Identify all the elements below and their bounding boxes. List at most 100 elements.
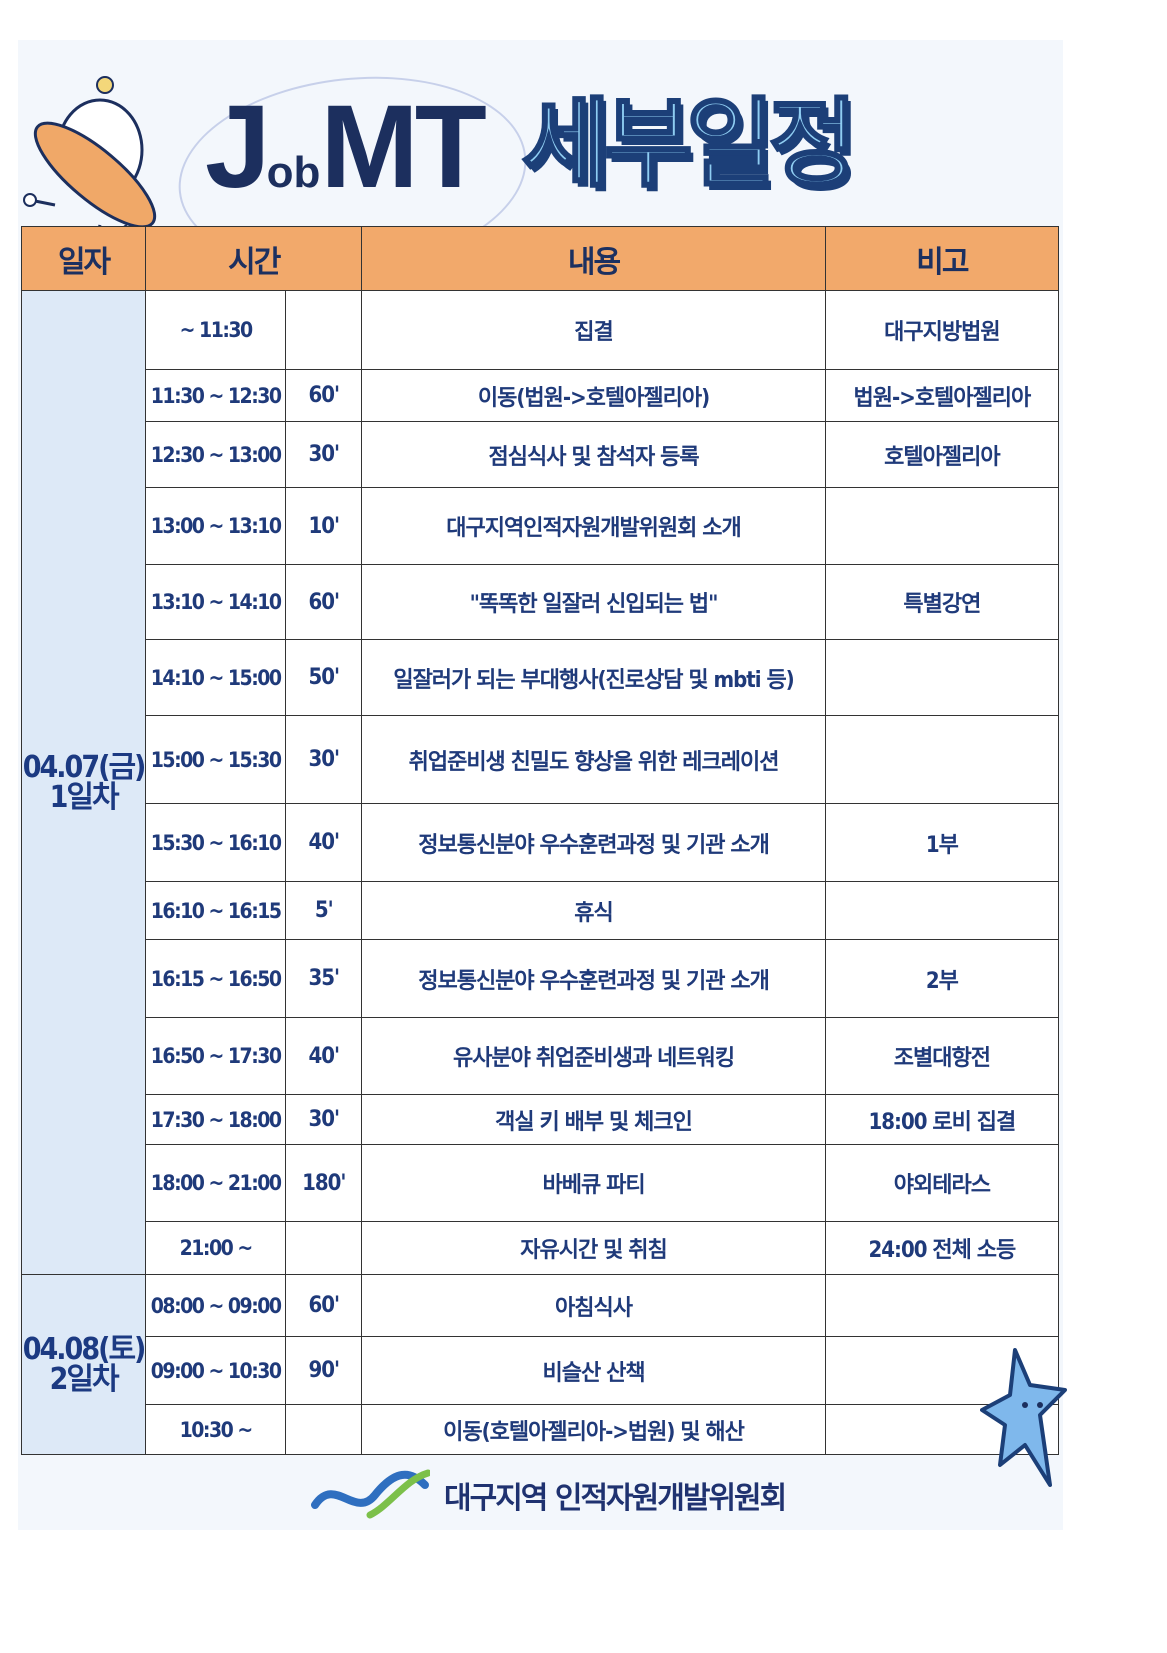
content-cell: 취업준비생 친밀도 향상을 위한 레크레이션 [361, 715, 826, 804]
note-cell: 특별강연 [824, 564, 1060, 640]
title-j: J [205, 81, 271, 213]
day-label: 1일차 [49, 779, 120, 815]
time-cell: 18:00 ~ 21:00 [145, 1144, 287, 1222]
table-row: 15:00 ~ 15:30 30' 취업준비생 친밀도 향상을 위한 레크레이션 [22, 715, 1060, 804]
content-cell: 아침식사 [361, 1274, 826, 1337]
table-row: 04.07(금) 1일차 ~ 11:30 집결 대구지방법원 [20, 290, 1060, 1275]
note-cell: 1부 [824, 803, 1060, 882]
table-row: 16:10 ~ 16:15 5' 휴식 [22, 881, 1060, 940]
date-label: 04.08(토) [22, 1331, 145, 1367]
duration-cell: 40' [285, 803, 363, 882]
time-cell: 12:30 ~ 13:00 [145, 421, 287, 488]
note-cell: 조별대항전 [824, 1017, 1060, 1095]
column-header-time: 시간 [145, 226, 363, 291]
day-label: 2일차 [49, 1361, 120, 1397]
note-cell: 호텔아젤리아 [824, 421, 1060, 488]
table-header-row: 일자 시간 내용 비고 [20, 226, 1060, 291]
table-row: 17:30 ~ 18:00 30' 객실 키 배부 및 체크인 18:00 로비 집결 [22, 1094, 1060, 1145]
duration-cell: 35' [285, 939, 363, 1018]
content-cell: 객실 키 배부 및 체크인 [361, 1094, 826, 1145]
content-cell: 휴식 [361, 881, 826, 940]
content-cell: 비슬산 산책 [361, 1336, 826, 1405]
duration-cell: 30' [285, 715, 363, 804]
content-cell: 자유시간 및 취침 [361, 1221, 826, 1275]
note-cell: 법원->호텔아젤리아 [824, 369, 1060, 422]
table-row: 14:10 ~ 15:00 50' 일잘러가 되는 부대행사(진로상담 및 mbti… [22, 639, 1060, 716]
column-header-content: 내용 [361, 226, 826, 291]
time-cell: 14:10 ~ 15:00 [145, 639, 287, 716]
table-row: 13:10 ~ 14:10 60' "똑똑한 일잘러 신입되는 법" 특별강연 [22, 564, 1060, 640]
content-cell: 이동(법원->호텔아젤리아) [361, 369, 826, 422]
column-header-date: 일자 [20, 226, 147, 291]
column-header-note: 비고 [824, 226, 1060, 291]
content-cell: 대구지역인적자원개발위원회 소개 [361, 487, 826, 565]
time-cell: 16:15 ~ 16:50 [145, 939, 287, 1018]
duration-cell: 60' [285, 1274, 363, 1337]
duration-cell [285, 1221, 363, 1275]
content-cell: 점심식사 및 참석자 등록 [361, 421, 826, 488]
organization-logo-icon [311, 1469, 430, 1519]
note-cell [824, 639, 1060, 716]
footer: 대구지역 인적자원개발위원회 [310, 1460, 787, 1530]
time-cell: 15:00 ~ 15:30 [145, 715, 287, 804]
duration-cell: 180' [285, 1144, 363, 1222]
title-korean: 세부일정 [520, 88, 858, 200]
content-cell: 정보통신분야 우수훈련과정 및 기관 소개 [361, 939, 826, 1018]
table-row: 15:30 ~ 16:10 40' 정보통신분야 우수훈련과정 및 기관 소개 1부 [22, 803, 1060, 882]
content-cell: 일잘러가 되는 부대행사(진로상담 및 mbti 등) [361, 639, 826, 716]
organization-name: 대구지역 인적자원개발위원회 [444, 1481, 787, 1516]
note-cell: 대구지방법원 [824, 290, 1060, 370]
duration-cell [285, 290, 363, 370]
content-cell: 이동(호텔아젤리아->법원) 및 해산 [361, 1404, 826, 1455]
title-mt: MT [320, 81, 486, 213]
note-cell: 2부 [824, 939, 1060, 1018]
time-cell: 13:10 ~ 14:10 [145, 564, 287, 640]
date-label: 04.07(금) [22, 749, 145, 785]
duration-cell: 60' [285, 369, 363, 422]
duration-cell: 60' [285, 564, 363, 640]
time-cell: 17:30 ~ 18:00 [145, 1094, 287, 1145]
table-row: 16:50 ~ 17:30 40' 유사분야 취업준비생과 네트워킹 조별대항전 [22, 1017, 1060, 1095]
star-mascot-icon [980, 1348, 1067, 1487]
note-cell [824, 1274, 1060, 1337]
time-cell: 09:00 ~ 10:30 [145, 1336, 287, 1405]
content-cell: 유사분야 취업준비생과 네트워킹 [361, 1017, 826, 1095]
note-cell: 24:00 전체 소등 [824, 1221, 1060, 1275]
title-jobmt: JobMT [205, 88, 487, 206]
table-row: 10:30 ~ 이동(호텔아젤리아->법원) 및 해산 [22, 1404, 1060, 1455]
duration-cell: 30' [285, 1094, 363, 1145]
note-cell [824, 881, 1060, 940]
time-cell: 15:30 ~ 16:10 [145, 803, 287, 882]
table-row: 21:00 ~ 자유시간 및 취침 24:00 전체 소등 [22, 1221, 1060, 1275]
content-cell: 바베큐 파티 [361, 1144, 826, 1222]
duration-cell: 40' [285, 1017, 363, 1095]
time-cell: 16:10 ~ 16:15 [145, 881, 287, 940]
note-cell [824, 715, 1060, 804]
duration-cell: 50' [285, 639, 363, 716]
note-cell: 18:00 로비 집결 [824, 1094, 1060, 1145]
page-header: JobMT 세부일정 [0, 40, 1167, 288]
content-cell: 정보통신분야 우수훈련과정 및 기관 소개 [361, 803, 826, 882]
note-cell [824, 487, 1060, 565]
table-row: 16:15 ~ 16:50 35' 정보통신분야 우수훈련과정 및 기관 소개 2부 [22, 939, 1060, 1018]
table-row: 04.08(토) 2일차 08:00 ~ 09:00 60' 아침식사 [20, 1274, 1060, 1455]
date-cell: 04.07(금) 1일차 [20, 290, 147, 1275]
time-cell: 08:00 ~ 09:00 [145, 1274, 287, 1337]
time-cell: ~ 11:30 [145, 290, 287, 370]
duration-cell: 90' [285, 1336, 363, 1405]
time-cell: 10:30 ~ [145, 1404, 287, 1455]
note-cell: 야외테라스 [824, 1144, 1060, 1222]
duration-cell: 10' [285, 487, 363, 565]
time-cell: 11:30 ~ 12:30 [145, 369, 287, 422]
content-cell: "똑똑한 일잘러 신입되는 법" [361, 564, 826, 640]
time-cell: 16:50 ~ 17:30 [145, 1017, 287, 1095]
table-row: 11:30 ~ 12:30 60' 이동(법원->호텔아젤리아) 법원->호텔아젤리아 [22, 369, 1060, 422]
schedule-table: 일자 시간 내용 비고 04.07(금) 1일차 ~ 11:30 집결 대구지방법원 11… [20, 226, 1060, 1455]
date-cell: 04.08(토) 2일차 [20, 1274, 147, 1455]
table-row: 12:30 ~ 13:00 30' 점심식사 및 참석자 등록 호텔아젤리아 [22, 421, 1060, 488]
duration-cell: 5' [285, 881, 363, 940]
duration-cell: 30' [285, 421, 363, 488]
table-row: 09:00 ~ 10:30 90' 비슬산 산책 [22, 1336, 1060, 1405]
duration-cell [285, 1404, 363, 1455]
time-cell: 13:00 ~ 13:10 [145, 487, 287, 565]
